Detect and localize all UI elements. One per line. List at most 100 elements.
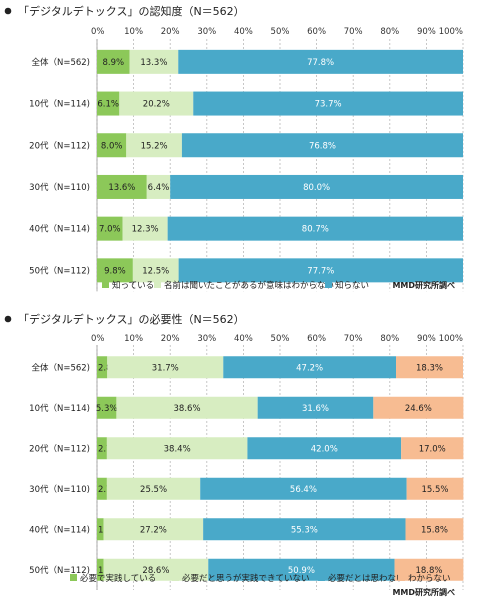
legend-swatch <box>102 281 109 288</box>
x-tick-label: 80% <box>380 334 399 344</box>
x-tick-label: 0% <box>91 27 105 37</box>
x-tick-label: 100% <box>439 27 463 37</box>
bar-segment <box>203 518 406 541</box>
bar-segment <box>396 356 463 379</box>
x-tick-label: 90% <box>417 334 436 344</box>
x-tick-label: 0% <box>91 334 105 344</box>
x-tick-label: 20% <box>161 334 180 344</box>
bar-segment <box>97 518 104 541</box>
data-label: 12.3% <box>132 225 159 235</box>
bar-segment <box>129 49 179 74</box>
data-label: 76.8% <box>309 141 336 151</box>
data-label: 15.5% <box>421 485 448 495</box>
legend-label: わからない <box>408 574 451 584</box>
bar-segment <box>193 91 463 116</box>
bar-segment <box>126 133 182 158</box>
data-label: 13.6% <box>108 183 135 193</box>
bar-segment <box>107 356 224 379</box>
bar-segment <box>122 216 168 241</box>
bar-segment <box>97 133 127 158</box>
x-tick-label: 30% <box>197 27 216 37</box>
category-label: 10代（N=114) <box>29 99 90 110</box>
bar-segment <box>167 216 463 241</box>
bar-segment <box>170 174 463 199</box>
legend-label: 必要で実践している <box>80 573 156 584</box>
x-tick-label: 60% <box>307 27 326 37</box>
legend-label: 必要だとは思わない <box>328 573 405 584</box>
x-tick-label: 10% <box>124 334 143 344</box>
bar-segment <box>257 396 374 419</box>
data-label: 28.6% <box>142 566 169 576</box>
data-label: 25.5% <box>140 485 167 495</box>
bar-segment <box>178 258 464 283</box>
x-tick-label: 30% <box>197 334 216 344</box>
legend-label: 知っている <box>112 280 154 291</box>
data-label: 18.3% <box>416 363 443 373</box>
data-label: 20.2% <box>143 100 170 110</box>
x-tick-label: 50% <box>271 334 290 344</box>
data-label: 7.0% <box>99 225 121 235</box>
data-label: 24.6% <box>405 404 432 414</box>
x-tick-label: 70% <box>344 27 363 37</box>
source-note: MMD研究所調べ <box>392 280 455 290</box>
x-tick-label: 20% <box>161 27 180 37</box>
title-bullet-icon <box>4 7 12 15</box>
bar-segment <box>97 477 107 500</box>
data-label: 80.7% <box>302 225 329 235</box>
bar-segment <box>97 396 117 419</box>
category-label: 50代（N=112) <box>29 265 90 276</box>
x-tick-label: 90% <box>417 27 436 37</box>
data-label: 9.8% <box>104 266 126 276</box>
bar-segment <box>97 558 104 581</box>
bar-segment <box>405 518 464 541</box>
bar-segment <box>97 216 123 241</box>
bar-segment <box>208 558 395 581</box>
data-label: 56.4% <box>290 485 317 495</box>
legend-label: 知らない <box>335 280 369 291</box>
bar-segment <box>200 477 407 500</box>
category-label: 全体（N=562) <box>31 57 90 68</box>
bar-segment <box>223 356 397 379</box>
category-label: 50代（N=112) <box>29 565 90 576</box>
data-label: 31.7% <box>152 363 179 373</box>
data-label: 73.7% <box>315 100 342 110</box>
data-label: 15.8% <box>421 525 448 535</box>
bar-segment <box>394 558 464 581</box>
data-label: 80.0% <box>303 183 330 193</box>
data-label: 6.4% <box>148 183 170 193</box>
bar-segment <box>116 396 258 419</box>
data-label: 13.3% <box>140 58 167 68</box>
category-label: 30代（N=110) <box>29 484 90 495</box>
data-label: 17.0% <box>419 444 446 454</box>
bar-segment <box>132 258 179 283</box>
bar-segment <box>97 258 133 283</box>
bar-segment <box>103 558 209 581</box>
bar-segment <box>103 518 204 541</box>
bar-segment <box>97 49 130 74</box>
bar-segment <box>373 396 464 419</box>
bar-segment <box>97 91 120 116</box>
category-label: 20代（N=112) <box>29 140 90 151</box>
category-label: 20代（N=112) <box>29 443 90 454</box>
title-bullet-icon <box>4 315 12 323</box>
data-label: 42.0% <box>311 444 338 454</box>
bar-segment <box>247 437 402 460</box>
data-label: 47.2% <box>296 363 323 373</box>
data-label: 18.8% <box>415 566 442 576</box>
bar-segment <box>178 49 463 74</box>
chart-title-1: 「デジタルデトックス」の認知度（N＝562） <box>18 4 245 18</box>
x-tick-label: 100% <box>439 334 463 344</box>
legend-swatch <box>325 281 332 288</box>
bar-segment <box>401 437 464 460</box>
x-tick-label: 80% <box>380 27 399 37</box>
category-label: 30代（N=110) <box>29 182 90 193</box>
data-label: 38.4% <box>164 444 191 454</box>
data-label: 6.1% <box>97 100 119 110</box>
data-label: 12.5% <box>142 266 169 276</box>
category-label: 全体（N=562) <box>31 362 90 373</box>
legend-label: 名前は聞いたことがあるが意味はわからない <box>164 280 334 291</box>
x-tick-label: 70% <box>344 334 363 344</box>
legend-swatch <box>172 574 179 581</box>
